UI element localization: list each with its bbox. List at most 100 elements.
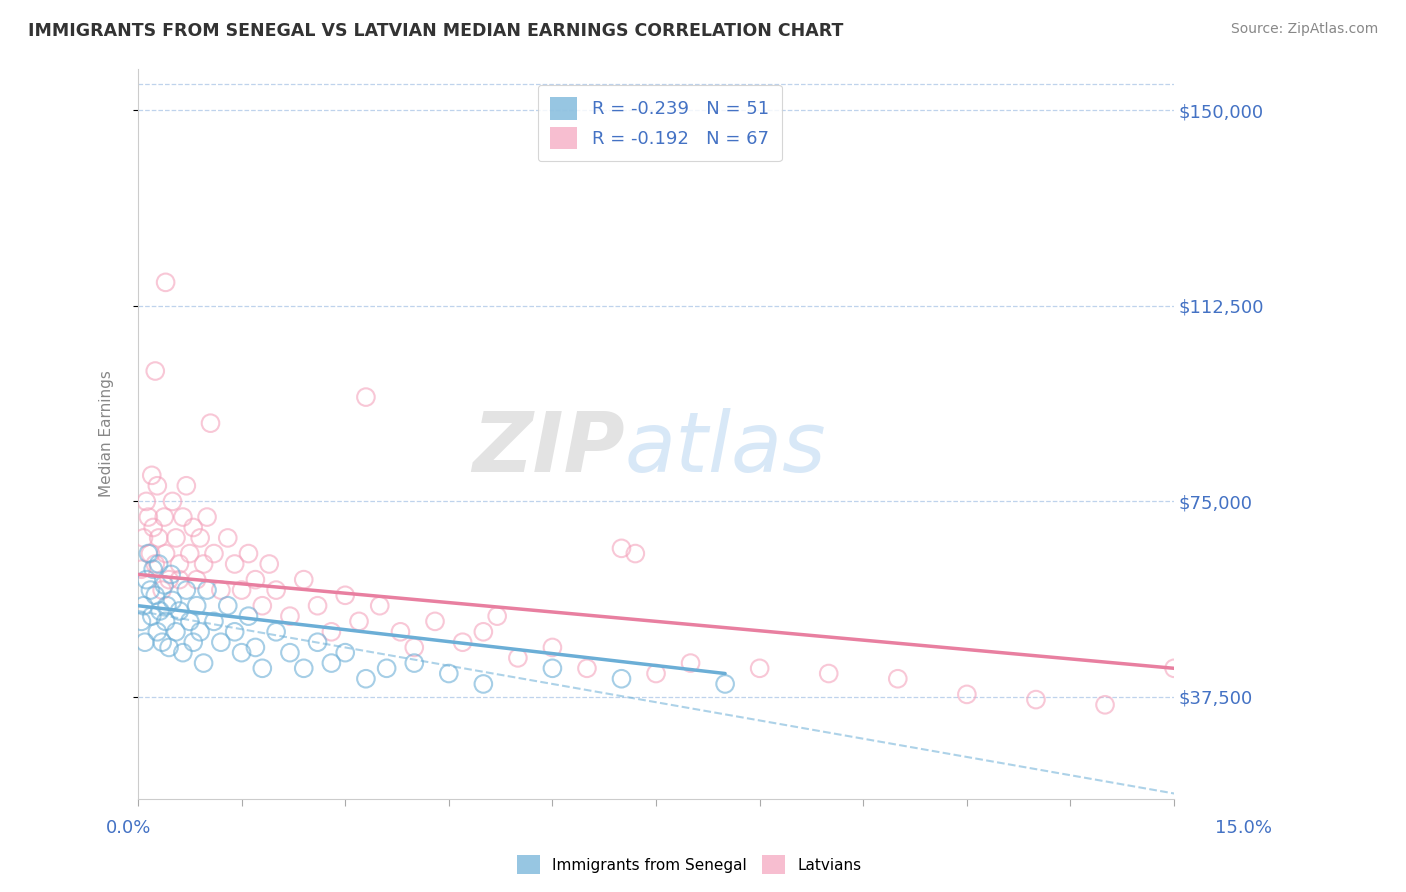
Point <box>132 531 155 545</box>
Point <box>335 588 357 602</box>
Point <box>153 578 176 592</box>
Point <box>264 624 287 639</box>
Point <box>172 646 194 660</box>
Text: 0.0%: 0.0% <box>105 819 150 837</box>
Point <box>1025 692 1047 706</box>
Point <box>347 615 370 629</box>
Point <box>252 661 274 675</box>
Point <box>186 573 208 587</box>
Point <box>136 510 159 524</box>
Point <box>141 468 163 483</box>
Point <box>169 557 191 571</box>
Point <box>150 583 173 598</box>
Point <box>193 656 215 670</box>
Point <box>238 609 260 624</box>
Point <box>148 531 170 545</box>
Point <box>155 615 177 629</box>
Point <box>817 666 839 681</box>
Point <box>195 510 218 524</box>
Point <box>188 531 211 545</box>
Point <box>472 677 495 691</box>
Point <box>292 661 315 675</box>
Point <box>714 677 737 691</box>
Point <box>131 562 153 576</box>
Point <box>679 656 702 670</box>
Text: Source: ZipAtlas.com: Source: ZipAtlas.com <box>1230 22 1378 37</box>
Point <box>150 635 173 649</box>
Point <box>506 651 529 665</box>
Point <box>231 583 253 598</box>
Point <box>193 557 215 571</box>
Point <box>451 635 474 649</box>
Point <box>217 531 239 545</box>
Point <box>368 599 391 613</box>
Point <box>224 624 246 639</box>
Point <box>172 510 194 524</box>
Point <box>278 646 301 660</box>
Point <box>181 520 204 534</box>
Point <box>141 609 163 624</box>
Text: IMMIGRANTS FROM SENEGAL VS LATVIAN MEDIAN EARNINGS CORRELATION CHART: IMMIGRANTS FROM SENEGAL VS LATVIAN MEDIA… <box>28 22 844 40</box>
Point <box>165 531 187 545</box>
Point <box>375 661 398 675</box>
Point <box>153 510 176 524</box>
Legend: R = -0.239   N = 51, R = -0.192   N = 67: R = -0.239 N = 51, R = -0.192 N = 67 <box>537 85 782 161</box>
Point <box>134 635 156 649</box>
Point <box>610 541 633 556</box>
Point <box>245 573 267 587</box>
Point <box>160 567 183 582</box>
Point <box>176 583 198 598</box>
Point <box>165 624 187 639</box>
Point <box>887 672 910 686</box>
Point <box>188 624 211 639</box>
Point <box>307 599 329 613</box>
Point <box>1094 698 1116 712</box>
Point <box>148 557 170 571</box>
Point <box>157 640 180 655</box>
Point <box>307 635 329 649</box>
Point <box>645 666 668 681</box>
Text: ZIP: ZIP <box>472 408 624 489</box>
Point <box>200 416 222 430</box>
Point <box>437 666 460 681</box>
Point <box>155 547 177 561</box>
Point <box>139 583 162 598</box>
Point <box>354 390 377 404</box>
Point <box>264 583 287 598</box>
Point <box>157 573 180 587</box>
Point <box>610 672 633 686</box>
Point <box>143 588 166 602</box>
Point <box>748 661 770 675</box>
Point <box>404 640 426 655</box>
Point <box>179 615 201 629</box>
Point <box>186 599 208 613</box>
Point <box>135 494 157 508</box>
Point <box>143 364 166 378</box>
Point <box>389 624 412 639</box>
Point <box>209 583 232 598</box>
Point <box>472 624 495 639</box>
Point <box>217 599 239 613</box>
Point <box>142 562 165 576</box>
Point <box>321 624 343 639</box>
Y-axis label: Median Earnings: Median Earnings <box>100 370 114 497</box>
Point <box>179 547 201 561</box>
Point <box>155 276 177 290</box>
Point <box>143 557 166 571</box>
Point <box>575 661 598 675</box>
Point <box>132 599 155 613</box>
Point <box>278 609 301 624</box>
Point <box>142 520 165 534</box>
Point <box>202 547 225 561</box>
Point <box>252 599 274 613</box>
Point <box>136 547 159 561</box>
Point <box>146 624 169 639</box>
Point <box>181 635 204 649</box>
Point <box>541 661 564 675</box>
Point <box>231 646 253 660</box>
Legend: Immigrants from Senegal, Latvians: Immigrants from Senegal, Latvians <box>510 849 868 880</box>
Point <box>354 672 377 686</box>
Point <box>541 640 564 655</box>
Point <box>176 479 198 493</box>
Point <box>956 687 979 701</box>
